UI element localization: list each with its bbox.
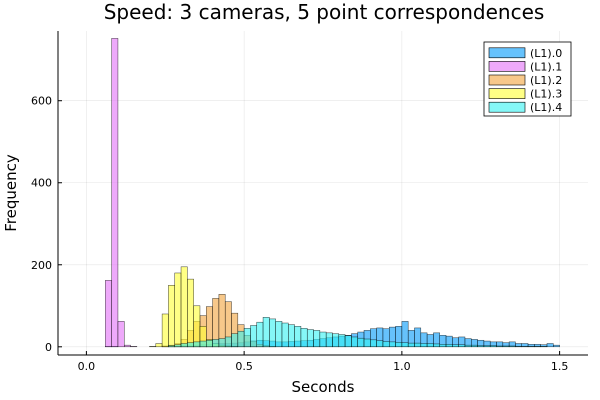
histogram-bar: [325, 332, 333, 348]
histogram-bar: [281, 322, 289, 348]
x-tick-label: 0.5: [235, 360, 253, 373]
legend-entry-label: (L1).3: [530, 88, 562, 101]
histogram-bar: [357, 337, 365, 348]
histogram-bar: [231, 333, 239, 348]
histogram-bar: [344, 335, 352, 348]
histogram-bar: [237, 330, 245, 348]
legend-entry-label: (L1).2: [530, 74, 562, 87]
series-1-bars: [105, 38, 138, 348]
histogram-bar: [502, 345, 510, 348]
histogram-bar: [439, 344, 447, 348]
histogram-bar: [168, 345, 175, 348]
histogram-bar: [319, 331, 327, 348]
histogram-bar: [199, 340, 207, 348]
histogram-bar: [363, 338, 371, 348]
histogram-bar: [433, 343, 440, 348]
histogram-bar: [161, 313, 169, 348]
axes: [57, 31, 588, 356]
histogram-bar: [382, 341, 390, 348]
histogram-bar: [180, 343, 188, 348]
histogram-bar: [193, 305, 201, 348]
histogram-bar: [243, 328, 251, 348]
histogram-bar: [180, 266, 188, 348]
histogram-bar: [206, 339, 213, 348]
histogram-bar: [275, 321, 283, 348]
histogram-bar: [168, 285, 175, 348]
histogram-bar: [256, 321, 264, 348]
histogram-bar: [300, 328, 308, 348]
histogram-bar: [414, 342, 422, 348]
histogram-bar: [262, 317, 270, 348]
histogram-bar: [288, 324, 295, 348]
histogram-bars: [105, 38, 560, 348]
legend-swatch: [488, 88, 526, 99]
histogram-bar: [306, 329, 314, 348]
histogram-bar: [250, 325, 257, 348]
histogram-bar: [105, 280, 112, 348]
series-4-bars: [168, 317, 548, 348]
legend-swatch: [488, 61, 526, 72]
histogram-bar: [218, 338, 226, 348]
histogram-bar: [477, 345, 485, 348]
histogram-bar: [407, 342, 415, 348]
histogram-bar: [313, 330, 321, 348]
histogram-bar: [458, 344, 466, 348]
histogram-bar: [452, 344, 459, 348]
histogram-bar: [389, 341, 396, 348]
histogram-bar: [553, 344, 560, 348]
legend-entry-label: (L1).0: [530, 47, 562, 60]
histogram-bar: [174, 344, 182, 348]
histogram-bar: [496, 345, 504, 348]
x-tick-label: 1.5: [551, 360, 569, 373]
histogram-bar: [124, 344, 131, 348]
histogram-bar: [224, 336, 232, 348]
histogram-bar: [420, 343, 428, 348]
histogram-bar: [351, 336, 358, 348]
x-tick-label: 0.0: [78, 360, 96, 373]
legend-swatch: [488, 47, 526, 59]
histogram-bar: [111, 38, 119, 348]
histogram-bar: [401, 342, 409, 348]
y-tick-label: 200: [31, 259, 52, 272]
histogram-bar: [294, 326, 302, 348]
x-tick-label: 1.0: [393, 360, 411, 373]
tick-labels: 0.0 0.5 1.0 1.5 0 200 400 600: [31, 95, 568, 373]
histogram-bar: [269, 318, 276, 348]
histogram-bar: [370, 339, 377, 348]
x-axis-label: Seconds: [291, 378, 354, 396]
histogram-bar: [187, 278, 194, 348]
histogram-bar: [471, 344, 478, 348]
histogram-bar: [338, 334, 346, 348]
histogram-bar: [187, 342, 194, 348]
histogram-bar: [426, 343, 434, 348]
histogram-bar: [489, 345, 497, 348]
legend-entry-label: (L1).4: [530, 101, 562, 114]
histogram-bar: [376, 340, 384, 348]
y-tick-label: 0: [45, 341, 52, 354]
histogram-bar: [155, 343, 163, 348]
chart-title: Speed: 3 cameras, 5 point correspondence…: [104, 0, 545, 24]
histogram-bar: [395, 342, 403, 348]
histogram-bar: [483, 345, 491, 348]
legend-entry-label: (L1).1: [530, 60, 562, 73]
y-tick-label: 600: [31, 95, 52, 108]
histogram-bar: [445, 344, 453, 348]
histogram-bar: [546, 343, 554, 348]
histogram-bar: [193, 341, 201, 348]
histogram-bar: [212, 339, 220, 348]
histogram-bar: [332, 333, 340, 348]
histogram-bar: [508, 345, 516, 348]
legend-swatch: [488, 101, 526, 113]
y-tick-label: 400: [31, 177, 52, 190]
y-axis-label: Frequency: [2, 154, 20, 232]
legend-swatch: [488, 74, 526, 86]
histogram-bar: [117, 321, 125, 348]
histogram-bar: [174, 272, 182, 348]
legend: (L1).0(L1).1(L1).2(L1).3(L1).4: [483, 41, 572, 117]
histogram-bar: [464, 344, 472, 348]
